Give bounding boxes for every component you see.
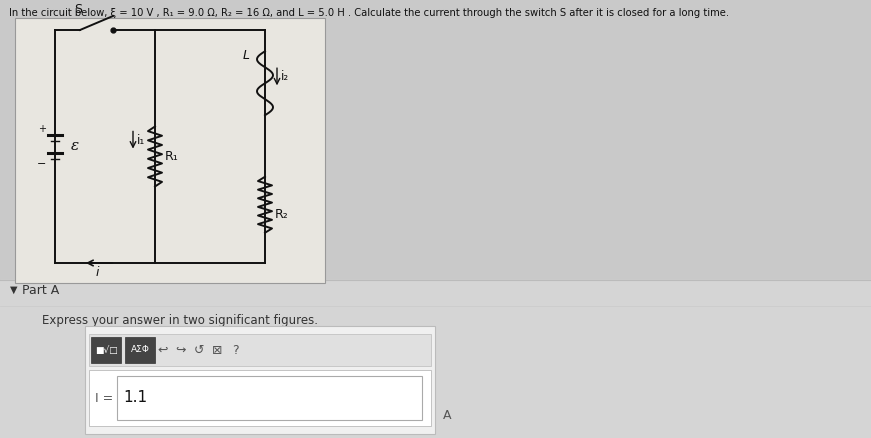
Text: +: + xyxy=(38,124,46,134)
Text: R₁: R₁ xyxy=(165,150,179,163)
Text: ΑΣΦ: ΑΣΦ xyxy=(131,346,150,354)
Text: ■√□: ■√□ xyxy=(95,346,118,354)
Text: ▼: ▼ xyxy=(10,285,17,295)
Text: i: i xyxy=(95,266,98,279)
Text: Part A: Part A xyxy=(22,283,59,297)
Text: ε: ε xyxy=(71,139,79,153)
Text: S: S xyxy=(74,3,82,16)
Text: I =: I = xyxy=(95,392,113,405)
Text: i₁: i₁ xyxy=(137,134,145,146)
Text: In the circuit below, ξ = 10 V , R₁ = 9.0 Ω, R₂ = 16 Ω, and L = 5.0 H . Calculat: In the circuit below, ξ = 10 V , R₁ = 9.… xyxy=(9,8,729,18)
Text: ↩: ↩ xyxy=(158,343,168,357)
Text: R₂: R₂ xyxy=(275,208,289,221)
Bar xyxy=(15,18,325,283)
Text: L: L xyxy=(243,49,250,62)
Bar xyxy=(0,280,871,438)
Text: 1.1: 1.1 xyxy=(123,391,147,406)
Bar xyxy=(0,0,871,280)
Text: −: − xyxy=(37,159,47,170)
Text: ↺: ↺ xyxy=(193,343,205,357)
Bar xyxy=(125,337,155,363)
Text: ⊠: ⊠ xyxy=(212,343,222,357)
Bar xyxy=(91,337,121,363)
Text: i₂: i₂ xyxy=(281,70,289,83)
Text: A: A xyxy=(443,409,451,422)
Bar xyxy=(89,370,431,426)
Text: Express your answer in two significant figures.: Express your answer in two significant f… xyxy=(42,314,318,327)
Bar xyxy=(89,334,431,366)
Bar xyxy=(85,326,435,434)
Text: ↪: ↪ xyxy=(176,343,186,357)
Text: ?: ? xyxy=(232,343,239,357)
Bar xyxy=(117,376,422,420)
